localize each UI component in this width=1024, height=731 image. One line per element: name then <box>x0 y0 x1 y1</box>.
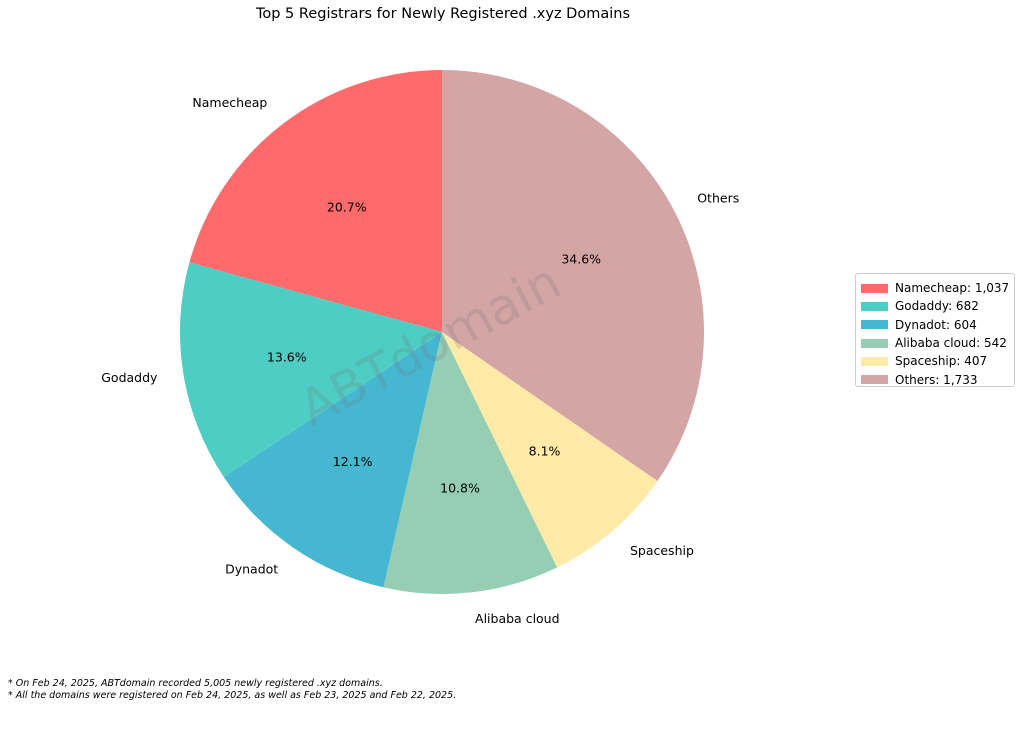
category-label: Namecheap <box>192 95 267 110</box>
chart-title: Top 5 Registrars for Newly Registered .x… <box>255 6 631 22</box>
legend-swatch <box>861 338 888 348</box>
percent-label: 34.6% <box>561 251 601 266</box>
pie-slice-others <box>442 70 704 481</box>
legend-swatch <box>861 283 888 293</box>
percent-label: 12.1% <box>333 454 373 469</box>
pie-slice-namecheap <box>189 70 442 332</box>
legend-item: Others: 1,733 <box>861 370 1014 388</box>
legend-item: Spaceship: 407 <box>861 352 1014 370</box>
legend-label: Spaceship: 407 <box>895 354 988 369</box>
pie-slice-alibaba-cloud <box>383 332 558 594</box>
category-label: Alibaba cloud <box>475 611 560 626</box>
pie-slice-spaceship <box>442 332 658 568</box>
footnote-2: * All the domains were registered on Feb… <box>8 689 457 701</box>
percent-label: 8.1% <box>529 444 561 459</box>
legend: Namecheap: 1,037 Godaddy: 682 Dynadot: 604… <box>855 273 1015 387</box>
legend-label: Others: 1,733 <box>895 372 978 387</box>
legend-label: Alibaba cloud: 542 <box>895 336 1007 351</box>
pie-slice-godaddy <box>180 262 442 478</box>
category-label: Godaddy <box>101 370 158 385</box>
legend-item: Alibaba cloud: 542 <box>861 334 1014 352</box>
category-label: Others <box>697 191 739 206</box>
legend-swatch <box>861 320 888 330</box>
footnote-1: * On Feb 24, 2025, ABTdomain recorded 5,… <box>8 678 383 689</box>
footnotes: * On Feb 24, 2025, ABTdomain recorded 5,… <box>8 678 456 701</box>
legend-item: Dynadot: 604 <box>861 316 1014 334</box>
legend-swatch <box>861 356 888 366</box>
percent-label: 20.7% <box>327 199 367 214</box>
percent-label: 13.6% <box>267 349 307 364</box>
legend-swatch <box>861 301 888 311</box>
legend-item: Godaddy: 682 <box>861 297 1014 315</box>
category-label: Dynadot <box>225 562 278 577</box>
percent-label: 10.8% <box>440 481 480 496</box>
legend-item: Namecheap: 1,037 <box>861 279 1014 297</box>
pie-slice-dynadot <box>223 332 442 588</box>
legend-label: Dynadot: 604 <box>895 317 977 332</box>
legend-label: Godaddy: 682 <box>895 299 979 314</box>
legend-label: Namecheap: 1,037 <box>895 281 1010 296</box>
category-label: Spaceship <box>630 543 694 558</box>
legend-swatch <box>861 375 888 385</box>
